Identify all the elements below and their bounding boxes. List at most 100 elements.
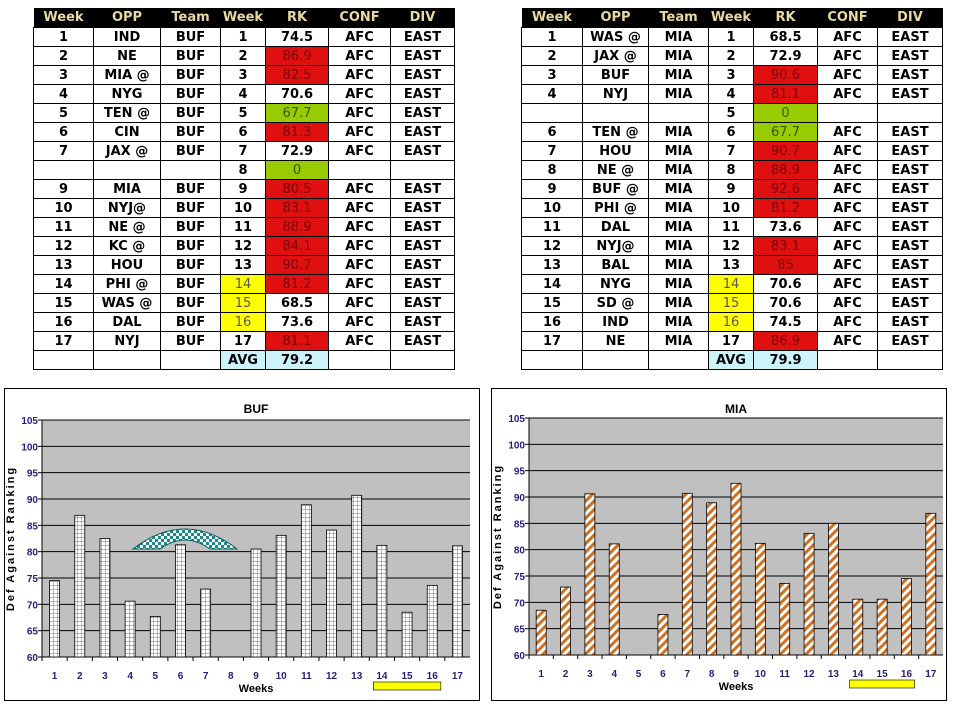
bar-week-9 [250, 548, 262, 658]
week-cell: 17 [521, 331, 583, 351]
div-cell: EAST [390, 84, 455, 104]
mia-chart-panel: MIA 60 65 70 75 80 85 90 95 100 105 1 2 3 4 5 6 7 8 9 10 11 12… [491, 388, 947, 701]
x-tick-label: 6 [660, 669, 666, 680]
week-number-cell: 15 [220, 293, 266, 313]
y-tick-label: 60 [27, 653, 39, 664]
team-cell: BUF [160, 255, 221, 275]
rank-cell: 73.6 [753, 217, 818, 237]
week-number-cell: 4 [708, 84, 754, 104]
week-number-cell: 13 [220, 255, 266, 275]
table-row: 6 TEN @ MIA 6 67.7 AFC EAST [521, 122, 943, 142]
week-cell: 12 [521, 236, 583, 256]
week-number-cell: 2 [708, 46, 754, 66]
team-cell: BUF [160, 312, 221, 332]
conf-cell: AFC [328, 141, 391, 161]
x-tick-label: 10 [755, 669, 767, 680]
rank-cell: 67.7 [265, 103, 329, 123]
conf-cell: AFC [328, 255, 391, 275]
week-number-cell: 13 [708, 255, 754, 275]
column-header: CONF [328, 8, 391, 28]
chart-title: MIA [725, 402, 747, 416]
rank-cell: 68.5 [265, 293, 329, 313]
bar-week-16 [901, 578, 912, 656]
div-cell: EAST [390, 198, 455, 218]
team-cell: BUF [160, 141, 221, 161]
conf-cell: AFC [328, 198, 391, 218]
team-cell: MIA [648, 65, 709, 85]
column-header: OPP [93, 8, 161, 28]
rank-cell: 83.1 [265, 198, 329, 218]
table-row: 17 NE MIA 17 86.9 AFC EAST [521, 331, 943, 351]
conf-cell: AFC [817, 179, 878, 199]
column-header: RK [265, 8, 329, 28]
week-number-cell: 6 [708, 122, 754, 142]
week-number-cell: 9 [220, 179, 266, 199]
table-row: 1 IND BUF 1 74.5 AFC EAST [33, 27, 455, 47]
table-row: 5 TEN @ BUF 5 67.7 AFC EAST [33, 103, 455, 123]
table-row: 10 NYJ@ BUF 10 83.1 AFC EAST [33, 198, 455, 218]
x-tick-label: 14 [852, 669, 864, 680]
avg-value: 79.2 [265, 350, 329, 370]
table-row: 9 MIA BUF 9 80.5 AFC EAST [33, 179, 455, 199]
opp-cell: NYJ [93, 331, 161, 351]
conf-cell: AFC [817, 65, 878, 85]
div-cell: EAST [390, 331, 455, 351]
avg-label: AVG [708, 350, 754, 370]
x-tick-label: 16 [901, 669, 913, 680]
week-number-cell: 10 [220, 198, 266, 218]
div-cell: EAST [877, 27, 943, 47]
team-cell [160, 160, 221, 180]
bar-week-4 [608, 543, 620, 656]
opp-cell: WAS @ [582, 27, 649, 47]
week-cell: 10 [521, 198, 583, 218]
week-number-cell: 14 [220, 274, 266, 294]
table-row: 16 DAL BUF 16 73.6 AFC EAST [33, 312, 455, 332]
team-cell: BUF [160, 217, 221, 237]
y-tick-label: 105 [508, 414, 525, 425]
x-tick-label: 5 [153, 671, 159, 682]
x-tick-label: 1 [52, 671, 58, 682]
bar-week-3 [99, 538, 111, 658]
opp-cell: PHI @ [582, 198, 649, 218]
bar-week-12 [326, 529, 337, 658]
div-cell: EAST [877, 160, 943, 180]
rank-cell: 84.1 [265, 236, 329, 256]
column-header: Week [521, 8, 583, 28]
avg-value: 79.9 [753, 350, 818, 370]
y-tick-label: 75 [27, 574, 39, 585]
conf-cell: AFC [817, 122, 878, 142]
y-axis-label: Def Against Ranking [492, 464, 504, 609]
div-cell: EAST [390, 65, 455, 85]
week-cell: 16 [521, 312, 583, 332]
column-header: DIV [390, 8, 455, 28]
rank-cell: 88.9 [265, 217, 329, 237]
table-row: 12 KC @ BUF 12 84.1 AFC EAST [33, 236, 455, 256]
x-tick-label: 11 [301, 671, 312, 682]
bar-week-7 [200, 588, 212, 658]
opp-cell: IND [93, 27, 161, 47]
rank-cell: 70.6 [753, 293, 818, 313]
opp-cell: NE [582, 331, 649, 351]
bar-week-14 [852, 598, 864, 656]
div-cell: EAST [877, 84, 943, 104]
opp-cell: MIA [93, 179, 161, 199]
conf-cell: AFC [817, 331, 878, 351]
opp-cell: DAL [93, 312, 161, 332]
x-tick-label: 12 [326, 671, 338, 682]
opp-cell: BAL [582, 255, 649, 275]
team-cell: MIA [648, 236, 709, 256]
x-tick-label: 15 [401, 671, 413, 682]
opp-cell: PHI @ [93, 274, 161, 294]
x-tick-label: 3 [587, 669, 593, 680]
team-cell: MIA [648, 27, 709, 47]
week-number-cell: 12 [220, 236, 266, 256]
week-number-cell: 1 [220, 27, 266, 47]
x-tick-label: 13 [828, 669, 840, 680]
x-tick-label: 8 [228, 671, 234, 682]
table-row: 2 JAX @ MIA 2 72.9 AFC EAST [521, 46, 943, 66]
x-tick-label: 1 [538, 669, 544, 680]
bar-week-1 [49, 580, 60, 658]
bar-week-5 [149, 616, 161, 658]
